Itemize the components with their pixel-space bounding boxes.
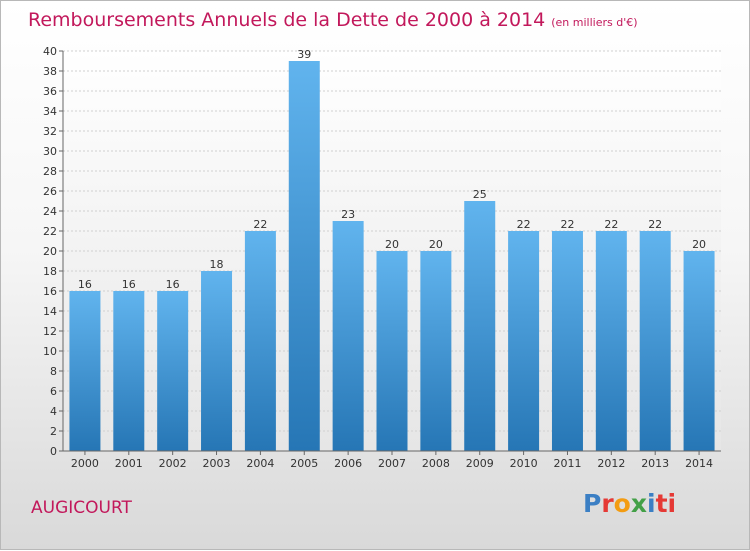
bar (332, 221, 364, 451)
x-tick-label: 2007 (378, 457, 406, 470)
data-label: 20 (429, 238, 443, 251)
data-label: 25 (473, 188, 487, 201)
y-tick-label: 22 (43, 225, 57, 238)
x-tick-label: 2013 (641, 457, 669, 470)
data-label: 18 (210, 258, 224, 271)
y-tick-label: 6 (50, 385, 57, 398)
bar (464, 201, 496, 451)
town-name: AUGICOURT (31, 498, 132, 518)
bar (551, 231, 583, 451)
x-tick-label: 2000 (71, 457, 99, 470)
y-tick-label: 28 (43, 165, 57, 178)
x-tick-label: 2005 (290, 457, 318, 470)
x-tick-label: 2002 (159, 457, 187, 470)
bar (376, 251, 408, 451)
y-tick-label: 2 (50, 425, 57, 438)
x-tick-label: 2001 (115, 457, 143, 470)
y-tick-label: 8 (50, 365, 57, 378)
logo-letter: ti (655, 489, 677, 518)
data-label: 39 (297, 48, 311, 61)
y-tick-label: 32 (43, 125, 57, 138)
x-tick-label: 2012 (597, 457, 625, 470)
data-label: 22 (648, 218, 662, 231)
y-tick-label: 16 (43, 285, 57, 298)
data-label: 22 (604, 218, 618, 231)
x-tick-label: 2008 (422, 457, 450, 470)
logo-letter: x (630, 489, 647, 518)
bar (244, 231, 276, 451)
data-label: 23 (341, 208, 355, 221)
data-label: 22 (253, 218, 267, 231)
proxiti-logo[interactable]: Proxiti (583, 489, 676, 518)
data-label: 20 (385, 238, 399, 251)
chart-title-text: Remboursements Annuels de la Dette de 20… (28, 9, 546, 31)
x-tick-label: 2006 (334, 457, 362, 470)
y-tick-label: 20 (43, 245, 57, 258)
y-tick-label: 4 (50, 405, 57, 418)
chart-subtitle: (en milliers d'€) (551, 16, 638, 29)
bar (595, 231, 627, 451)
x-tick-label: 2004 (246, 457, 274, 470)
y-tick-label: 34 (43, 105, 57, 118)
data-label: 16 (78, 278, 92, 291)
bar (420, 251, 452, 451)
y-tick-label: 38 (43, 65, 57, 78)
logo-letter: i (647, 489, 656, 518)
data-label: 22 (560, 218, 574, 231)
bar (201, 271, 233, 451)
data-label: 20 (692, 238, 706, 251)
y-tick-label: 0 (50, 445, 57, 458)
y-tick-label: 14 (43, 305, 57, 318)
y-tick-label: 10 (43, 345, 57, 358)
data-label: 16 (166, 278, 180, 291)
y-tick-label: 36 (43, 85, 57, 98)
x-tick-label: 2003 (203, 457, 231, 470)
bar (69, 291, 101, 451)
bar (157, 291, 189, 451)
y-tick-label: 24 (43, 205, 57, 218)
bar (113, 291, 145, 451)
y-tick-label: 26 (43, 185, 57, 198)
bar (639, 231, 671, 451)
x-tick-label: 2010 (510, 457, 538, 470)
logo-letter: r (601, 489, 614, 518)
y-tick-label: 30 (43, 145, 57, 158)
data-label: 22 (517, 218, 531, 231)
chart-title: Remboursements Annuels de la Dette de 20… (28, 9, 638, 31)
y-tick-label: 18 (43, 265, 57, 278)
bar (683, 251, 715, 451)
x-tick-label: 2014 (685, 457, 713, 470)
y-tick-label: 12 (43, 325, 57, 338)
bar (508, 231, 540, 451)
logo-letter: P (583, 489, 602, 518)
logo-letter: o (613, 489, 631, 518)
y-tick-label: 40 (43, 45, 57, 58)
bar (288, 61, 320, 451)
data-label: 16 (122, 278, 136, 291)
x-tick-label: 2011 (553, 457, 581, 470)
x-tick-label: 2009 (466, 457, 494, 470)
